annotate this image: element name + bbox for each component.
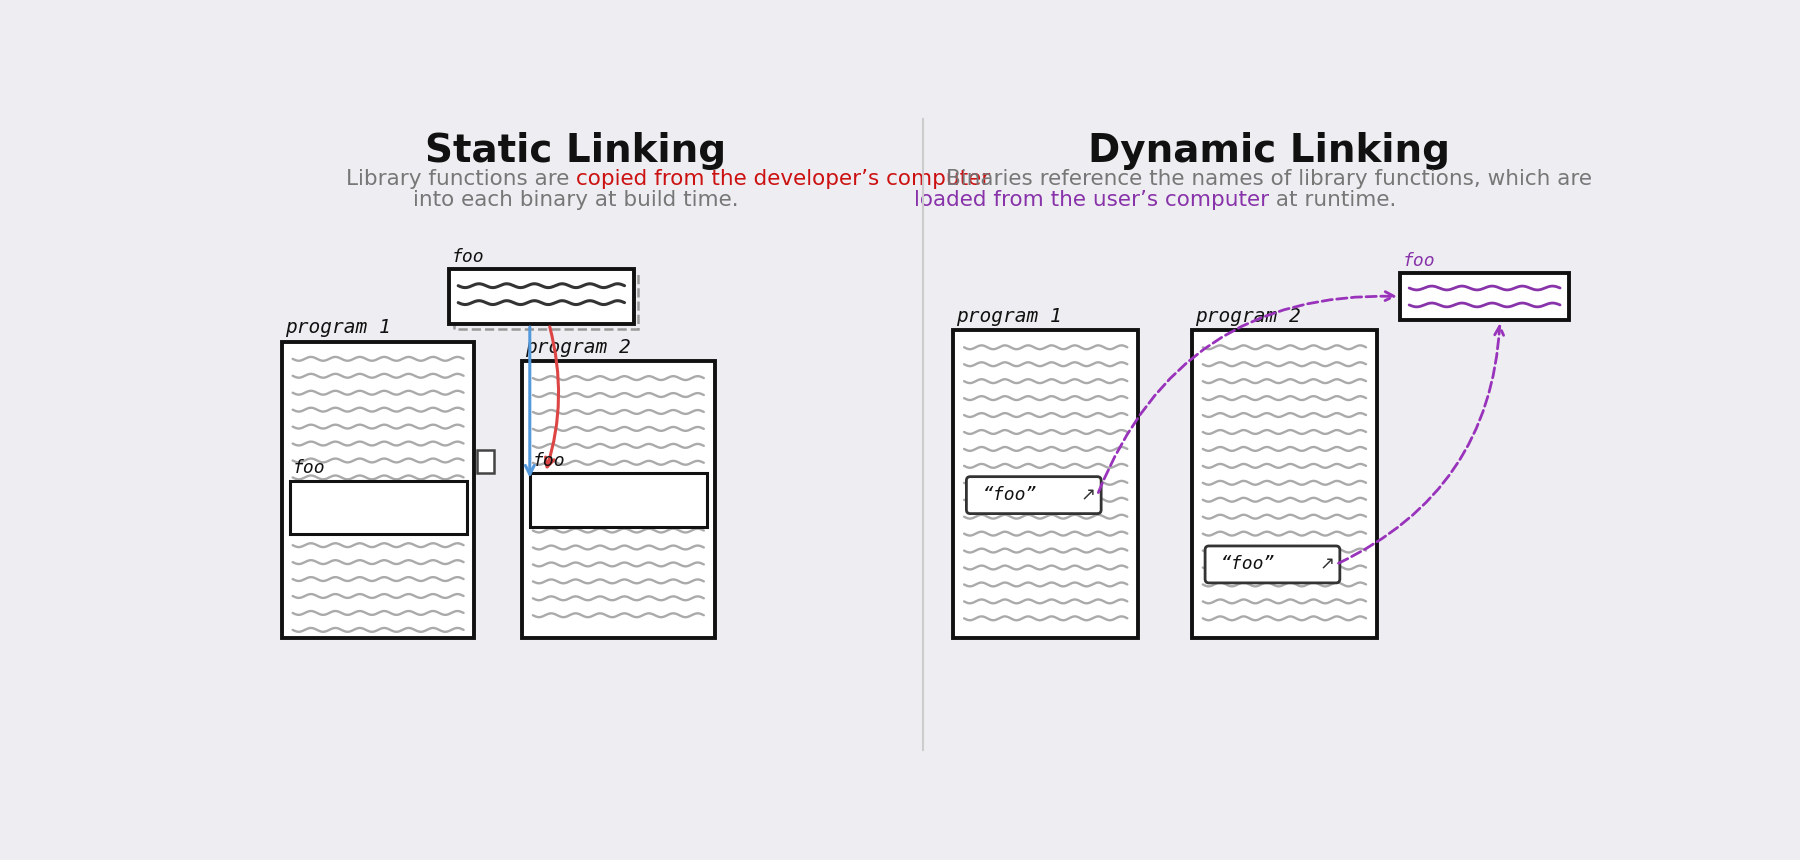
Text: “foo”: “foo” xyxy=(983,486,1037,504)
Text: into each binary at build time.: into each binary at build time. xyxy=(414,190,738,210)
Text: foo: foo xyxy=(1402,251,1436,269)
FancyBboxPatch shape xyxy=(954,330,1138,638)
Text: program 2: program 2 xyxy=(1195,307,1301,326)
Text: loaded from the user’s computer: loaded from the user’s computer xyxy=(914,190,1269,210)
FancyBboxPatch shape xyxy=(967,476,1102,513)
Text: Binaries reference the names of library functions, which are: Binaries reference the names of library … xyxy=(947,169,1591,188)
FancyBboxPatch shape xyxy=(1192,330,1377,638)
Text: ↗: ↗ xyxy=(1080,486,1096,504)
FancyBboxPatch shape xyxy=(448,268,634,324)
Text: program 1: program 1 xyxy=(284,318,391,337)
FancyBboxPatch shape xyxy=(1204,546,1339,583)
FancyBboxPatch shape xyxy=(477,450,495,473)
FancyBboxPatch shape xyxy=(1400,273,1570,320)
Text: Static Linking: Static Linking xyxy=(425,132,727,170)
Text: foo: foo xyxy=(533,452,565,470)
FancyBboxPatch shape xyxy=(290,481,466,534)
FancyBboxPatch shape xyxy=(529,473,707,526)
Text: foo: foo xyxy=(293,459,326,477)
Text: Dynamic Linking: Dynamic Linking xyxy=(1087,132,1451,170)
Text: Library functions are: Library functions are xyxy=(346,169,576,188)
Text: foo: foo xyxy=(452,248,484,266)
Text: ↗: ↗ xyxy=(1319,556,1334,574)
Text: program 2: program 2 xyxy=(526,337,632,357)
Text: “foo”: “foo” xyxy=(1220,556,1276,574)
FancyBboxPatch shape xyxy=(522,361,715,638)
Text: program 1: program 1 xyxy=(956,307,1062,326)
Text: copied from the developer’s computer: copied from the developer’s computer xyxy=(576,169,990,188)
Text: at runtime.: at runtime. xyxy=(1269,190,1397,210)
FancyBboxPatch shape xyxy=(283,342,475,638)
